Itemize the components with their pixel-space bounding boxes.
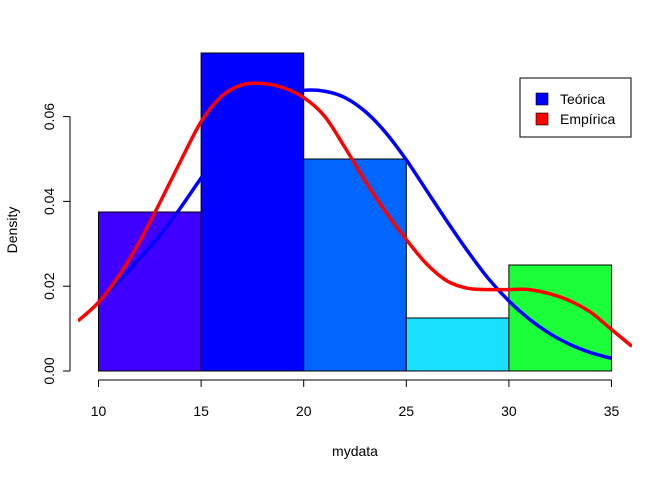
histogram-bar-0 — [98, 211, 202, 372]
density-curve-1 — [78, 81, 632, 348]
legend: Teórica Empírica — [519, 77, 632, 138]
histogram-bar-1 — [200, 52, 305, 372]
y-tick-label-2: 0.04 — [41, 188, 57, 215]
y-axis-label: Density — [4, 207, 20, 254]
histogram-bar-2 — [303, 158, 407, 372]
legend-swatch-1 — [535, 112, 549, 126]
density-curve-0 — [97, 88, 612, 360]
x-tick-label-1: 15 — [193, 403, 209, 419]
y-axis: 0.00 0.02 0.04 0.06 — [41, 103, 71, 385]
x-axis: 10 15 20 25 30 35 — [91, 379, 620, 419]
x-tick-label-3: 25 — [399, 403, 415, 419]
bars-layer — [98, 52, 612, 372]
x-tick-label-4: 30 — [501, 403, 517, 419]
legend-label-0: Teórica — [560, 91, 605, 107]
legend-box — [519, 77, 632, 138]
x-tick-label-2: 20 — [296, 403, 312, 419]
x-tick-label-5: 35 — [604, 403, 620, 419]
legend-label-1: Empírica — [560, 111, 615, 127]
y-tick-label-0: 0.00 — [41, 357, 57, 384]
legend-swatch-0 — [535, 92, 549, 106]
histogram-bar-3 — [405, 317, 510, 372]
x-axis-label: mydata — [332, 443, 378, 459]
curves-layer — [78, 81, 632, 360]
x-tick-label-0: 10 — [91, 403, 107, 419]
y-tick-label-3: 0.06 — [41, 103, 57, 130]
y-tick-label-1: 0.02 — [41, 272, 57, 299]
